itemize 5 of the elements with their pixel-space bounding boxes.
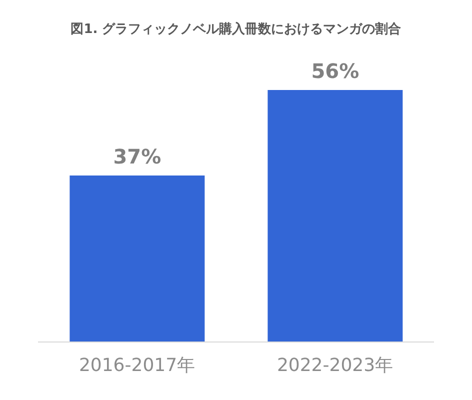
data-label: 56% [311,59,360,83]
data-label: 37% [113,144,162,168]
chart-title: 図1. グラフィックノベル購入冊数におけるマンガの割合 [70,20,402,39]
x-tick-label: 2016-2017年 [78,354,196,376]
x-tick-label: 2022-2023年 [276,354,394,376]
